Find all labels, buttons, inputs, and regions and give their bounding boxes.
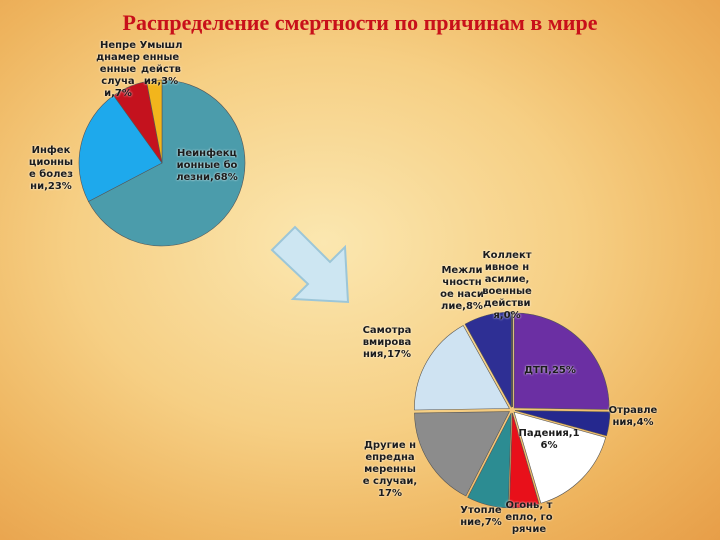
pie-slice [414,325,510,411]
slide-title: Распределение смертности по причинам в м… [122,10,598,35]
slice-label: Непреднамеренные случаи,7% [96,40,140,99]
slice-label: ДТП,25% [524,365,576,376]
slice-label: Инфекционные болезни,23% [28,145,74,192]
pie-slice [78,95,163,202]
pie-slice [513,312,610,410]
pie-slice [513,411,607,504]
pie-slice [146,79,163,164]
slice-label: Неинфекционные болезни,68% [176,148,238,183]
slice-label: Огонь, тепло, горячие [505,500,553,535]
pie-slice [514,410,611,437]
slice-label: Отравления,4% [608,405,658,428]
pie-slice [88,79,246,247]
pie-slice [414,411,510,497]
slice-label: Утопление,7% [460,505,502,528]
slice-label: Падения,16% [518,428,580,451]
slice-label: Межличностное насилие,8% [440,265,484,312]
slice-label: Умышленные действия,3% [139,40,183,87]
slice-label: Другие непреднамеренные случаи,17% [362,440,418,499]
pie-slice [467,412,512,509]
slice-label: Самотравмирования,17% [362,325,412,360]
pie-slice [509,412,540,509]
slice-label: Коллективное насилие, военные действия,0… [482,250,532,321]
arrow [270,225,350,304]
